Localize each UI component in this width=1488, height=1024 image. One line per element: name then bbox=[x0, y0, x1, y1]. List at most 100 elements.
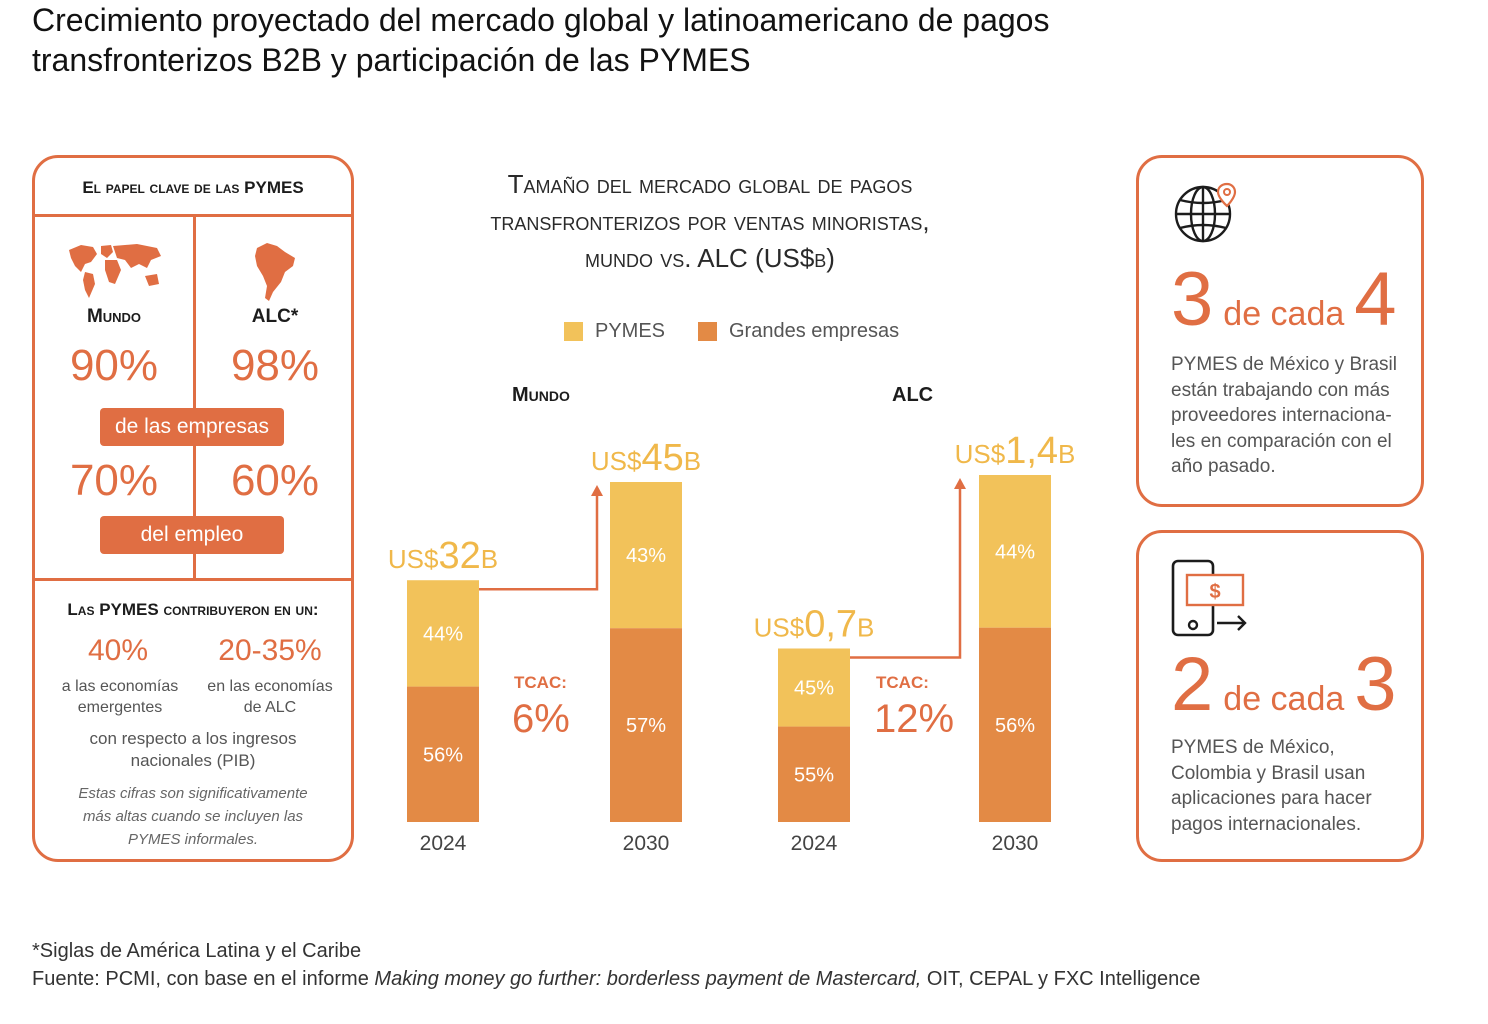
legend-label: Grandes empresas bbox=[729, 319, 900, 342]
stat-connector: de cada bbox=[1223, 680, 1345, 718]
x-tick-label: 2024 bbox=[791, 832, 838, 855]
informal-note: Estas cifras son significativamente más … bbox=[55, 782, 331, 851]
text-line: de ALC bbox=[243, 699, 297, 716]
text-line: Colombia y Brasil usan bbox=[1171, 762, 1366, 784]
source-text: OIT, CEPAL y FXC Intelligence bbox=[921, 968, 1201, 990]
title-line-2: transfronterizos B2B y participación de … bbox=[32, 42, 751, 78]
divider bbox=[35, 214, 351, 217]
sme-role-header: El papel clave de las PYMES bbox=[82, 178, 304, 197]
bar-segment-grandes bbox=[407, 686, 479, 822]
bar-segment-pymes bbox=[610, 482, 682, 629]
alc-employment-pct: 60% bbox=[230, 456, 320, 505]
bar-segment-pymes bbox=[778, 648, 850, 727]
alc-contribution-text: en las economías de ALC bbox=[195, 676, 345, 718]
text-line: PYMES de México, bbox=[1171, 737, 1335, 758]
cagr-label: TCAC: bbox=[514, 673, 567, 692]
text-line: Tamaño del mercado global de pagos bbox=[507, 169, 913, 199]
world-map-icon bbox=[69, 244, 161, 298]
text-line: nacionales (PIB) bbox=[130, 751, 256, 770]
bar-label-grandes: 55% bbox=[794, 764, 834, 786]
alc-companies-pct: 98% bbox=[230, 341, 320, 390]
growth-arrow bbox=[479, 494, 599, 591]
text-line: proveedores internaciona- bbox=[1171, 405, 1392, 426]
dollar-sign-icon: $ bbox=[1209, 581, 1220, 603]
text-line: año pasado. bbox=[1171, 456, 1276, 477]
bar-segment-pymes bbox=[979, 475, 1051, 628]
contribution-title: Las PYMES contribuyeron en un: bbox=[67, 600, 319, 619]
phone-payment-icon: $ bbox=[1171, 559, 1247, 637]
arrow-head bbox=[954, 478, 966, 489]
footnote-source: Fuente: PCMI, con base en el informe Mak… bbox=[32, 968, 1200, 991]
x-tick-label: 2030 bbox=[992, 832, 1039, 855]
alc-contribution-pct: 20-35% bbox=[218, 634, 322, 667]
bar-total-label: US$32B bbox=[388, 535, 498, 577]
bar-label-grandes: 56% bbox=[995, 715, 1035, 737]
companies-label: de las empresas bbox=[100, 408, 284, 446]
text-line: Estas cifras son significativamente bbox=[78, 785, 308, 802]
bar-label-pymes: 44% bbox=[995, 541, 1035, 563]
stat-description: PYMES de México, Colombia y Brasil usan … bbox=[1171, 735, 1411, 837]
stat-number: 2 bbox=[1171, 642, 1214, 727]
stat-connector: de cada bbox=[1223, 295, 1345, 333]
source-report-title: Making money go further: borderless paym… bbox=[374, 968, 922, 990]
globe-location-icon bbox=[1174, 182, 1237, 243]
bar-segment-grandes bbox=[610, 628, 682, 822]
stacked-bar-chart: 44% 56% 2024 US$32B 43% 57% 2030 US$45B TCAC: 6% 4… bbox=[388, 430, 1076, 855]
south-america-map-icon bbox=[255, 243, 295, 301]
world-label: Mundo bbox=[86, 306, 142, 327]
text-line: aplicaciones para hacer bbox=[1171, 788, 1372, 809]
region-label-alc: ALC bbox=[892, 384, 934, 406]
bar-segment-grandes bbox=[778, 726, 850, 822]
legend-swatch bbox=[564, 321, 583, 341]
alc-label: ALC* bbox=[251, 306, 299, 327]
world-employment-pct: 70% bbox=[69, 456, 159, 505]
text-line: a las economías bbox=[61, 678, 179, 695]
cagr-value: 6% bbox=[512, 697, 570, 741]
bar-segment-grandes bbox=[979, 627, 1051, 822]
stat-number: 3 bbox=[1171, 257, 1214, 342]
legend-item-large: Grandes empresas bbox=[698, 316, 899, 346]
gdp-reference-text: con respecto a los ingresos nacionales (… bbox=[35, 728, 351, 772]
legend-label: PYMES bbox=[595, 319, 666, 342]
source-text: Fuente: PCMI, con base en el informe bbox=[32, 968, 375, 990]
footnote-acronym: *Siglas de América Latina y el Caribe bbox=[32, 940, 362, 962]
bar-total-label: US$45B bbox=[591, 437, 701, 479]
sme-role-panel: El papel clave de las PYMES Mundo ALC* 9… bbox=[32, 155, 354, 862]
bar-total-label: US$1,4B bbox=[955, 430, 1076, 472]
arrow-head bbox=[591, 485, 603, 496]
divider bbox=[35, 578, 351, 581]
cagr-value: 12% bbox=[874, 697, 954, 741]
bar-total-label: US$0,7B bbox=[754, 604, 875, 646]
text-line: PYMES informales. bbox=[127, 831, 259, 848]
emerging-contribution-text: a las economías emergentes bbox=[45, 676, 195, 718]
x-tick-label: 2024 bbox=[420, 832, 467, 855]
cagr-label: TCAC: bbox=[876, 673, 929, 692]
text-line: emergentes bbox=[77, 699, 163, 716]
divider bbox=[193, 216, 196, 579]
stat-panel-apps: $ 2 de cada 3 PYMES de México, Colombia y … bbox=[1136, 530, 1424, 862]
text-line: pagos internacionales. bbox=[1171, 813, 1362, 835]
stat-number: 3 bbox=[1354, 642, 1397, 727]
legend-item-pymes: PYMES bbox=[564, 316, 665, 346]
bar-label-grandes: 57% bbox=[626, 715, 666, 737]
x-tick-label: 2030 bbox=[623, 832, 670, 855]
world-companies-pct: 90% bbox=[69, 341, 159, 390]
growth-arrow bbox=[850, 487, 962, 659]
region-label-world: Mundo bbox=[512, 384, 570, 406]
legend-swatch bbox=[698, 321, 717, 341]
bar-label-grandes: 56% bbox=[423, 744, 463, 766]
bar-segment-pymes bbox=[407, 580, 479, 687]
text-line: les en comparación con el bbox=[1171, 430, 1392, 452]
text-line: mundo vs. ALC (US$b) bbox=[585, 243, 835, 273]
stat-ratio: 3 de cada 4 bbox=[1171, 256, 1397, 343]
stat-number: 4 bbox=[1354, 257, 1397, 342]
text-line: en las economías bbox=[207, 678, 333, 695]
stat-description: PYMES de México y Brasil están trabajand… bbox=[1171, 352, 1411, 480]
text-line: PYMES de México y Brasil bbox=[1171, 354, 1397, 375]
bar-label-pymes: 44% bbox=[423, 623, 463, 645]
stat-ratio: 2 de cada 3 bbox=[1171, 641, 1397, 728]
stat-panel-providers: 3 de cada 4 PYMES de México y Brasil están… bbox=[1136, 155, 1424, 507]
text-line: con respecto a los ingresos bbox=[89, 729, 297, 748]
title-line-1: Crecimiento proyectado del mercado globa… bbox=[32, 2, 1050, 38]
chart-title: Tamaño del mercado global de pagos trans… bbox=[400, 166, 1020, 277]
